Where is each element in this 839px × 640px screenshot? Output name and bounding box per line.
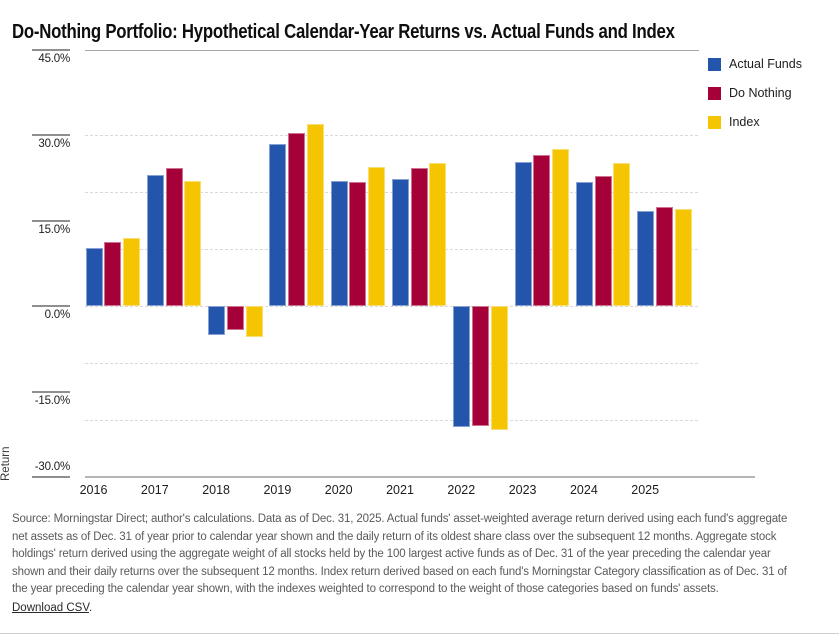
bar-2025-actual-funds bbox=[637, 211, 655, 307]
gridline-0pct bbox=[85, 306, 698, 308]
bottom-divider bbox=[0, 633, 839, 634]
download-suffix: . bbox=[88, 601, 93, 614]
bar-2017-actual-funds bbox=[146, 175, 164, 307]
x-tick-label-2020: 2020 bbox=[324, 483, 353, 497]
y-tick-label: 15.0% bbox=[38, 223, 70, 236]
bar-2016-do-nothing bbox=[104, 241, 122, 307]
y-tick-mark bbox=[32, 49, 70, 51]
x-tick-label-2024: 2024 bbox=[569, 483, 598, 497]
bar-2023-do-nothing bbox=[533, 154, 551, 307]
source-note-line: net assets as of Dec. 31 of year prior t… bbox=[12, 530, 777, 543]
y-tick-mark bbox=[32, 305, 70, 308]
bar-2023-actual-funds bbox=[514, 162, 532, 307]
bar-2025-do-nothing bbox=[655, 206, 673, 307]
bar-2019-do-nothing bbox=[288, 132, 306, 307]
x-tick-label-2019: 2019 bbox=[263, 483, 292, 497]
y-tick-label: 30.0% bbox=[38, 138, 70, 151]
legend-item-do-nothing: Do Nothing bbox=[708, 86, 802, 100]
legend-label: Do Nothing bbox=[729, 86, 792, 100]
bar-2021-index bbox=[429, 162, 447, 307]
x-tick-label-2021: 2021 bbox=[386, 483, 414, 497]
bar-2017-index bbox=[184, 180, 202, 307]
y-tick-label: -15.0% bbox=[34, 394, 70, 407]
bar-2019-index bbox=[306, 124, 324, 307]
legend-item-index: Index bbox=[708, 115, 802, 129]
bar-2018-index bbox=[245, 306, 263, 337]
bar-2024-actual-funds bbox=[575, 181, 593, 307]
x-axis-line bbox=[85, 476, 755, 478]
gridline--10pct bbox=[85, 363, 698, 365]
bar-2022-do-nothing bbox=[472, 306, 489, 426]
bar-2019-actual-funds bbox=[269, 143, 287, 307]
bar-2023-index bbox=[552, 149, 569, 307]
gridline--20pct bbox=[85, 420, 698, 422]
bar-2021-do-nothing bbox=[410, 168, 428, 307]
legend: Actual Funds Do Nothing Index bbox=[708, 57, 802, 144]
x-tick-label-2022: 2022 bbox=[447, 483, 476, 497]
bar-2024-index bbox=[613, 162, 631, 307]
source-note-line: holdings' return derived using the aggre… bbox=[12, 548, 771, 560]
x-tick-label-2016: 2016 bbox=[79, 483, 108, 497]
bar-2020-actual-funds bbox=[330, 180, 348, 307]
do-nothing-swatch-icon bbox=[708, 86, 721, 100]
y-tick-mark bbox=[32, 219, 70, 222]
bar-2021-actual-funds bbox=[392, 178, 409, 307]
bar-2016-actual-funds bbox=[85, 247, 103, 307]
bar-2025-index bbox=[674, 209, 692, 307]
bar-2020-index bbox=[368, 167, 386, 307]
bar-2020-do-nothing bbox=[349, 182, 367, 307]
x-tick-label-2018: 2018 bbox=[202, 483, 230, 497]
x-tick-label-2023: 2023 bbox=[508, 483, 537, 497]
bar-2018-actual-funds bbox=[208, 306, 226, 336]
x-tick-label-2025: 2025 bbox=[631, 483, 660, 497]
bar-2016-index bbox=[122, 238, 140, 307]
bar-2017-do-nothing bbox=[165, 167, 183, 307]
gridline-30pct bbox=[85, 135, 698, 137]
y-tick-mark bbox=[32, 390, 70, 393]
gridline-20pct bbox=[85, 192, 698, 194]
bar-2018-do-nothing bbox=[226, 306, 244, 331]
y-tick-label: 45.0% bbox=[38, 53, 70, 65]
gridline-10pct bbox=[85, 249, 698, 251]
y-tick-label: 0.0% bbox=[44, 309, 71, 322]
source-note-line: Source: Morningstar Direct; author's cal… bbox=[12, 513, 788, 525]
source-note: Source: Morningstar Direct; author's cal… bbox=[12, 511, 832, 614]
legend-label: Index bbox=[729, 115, 760, 129]
y-axis-title: Return bbox=[0, 446, 12, 481]
x-tick-label-2017: 2017 bbox=[140, 483, 169, 497]
download-csv-link[interactable]: Download CSV bbox=[12, 601, 89, 614]
download-row: Download CSV. bbox=[12, 602, 832, 614]
page-title: Do-Nothing Portfolio: Hypothetical Calen… bbox=[12, 21, 675, 44]
bar-2022-actual-funds bbox=[453, 306, 471, 427]
legend-item-actual-funds: Actual Funds bbox=[708, 57, 802, 71]
bar-2024-do-nothing bbox=[594, 175, 612, 307]
bar-2022-index bbox=[490, 306, 508, 431]
source-note-line: shown and their daily returns over the s… bbox=[12, 565, 787, 578]
actual-funds-swatch-icon bbox=[708, 57, 721, 71]
source-note-line: the year preceding the calendar year sho… bbox=[12, 583, 719, 595]
y-tick-mark bbox=[32, 476, 70, 478]
index-swatch-icon bbox=[708, 115, 721, 129]
y-tick-mark bbox=[32, 134, 70, 137]
plot-top-gridline bbox=[85, 50, 699, 51]
y-tick-label: -30.0% bbox=[34, 461, 70, 473]
legend-label: Actual Funds bbox=[729, 57, 802, 71]
plot-area bbox=[85, 50, 700, 477]
